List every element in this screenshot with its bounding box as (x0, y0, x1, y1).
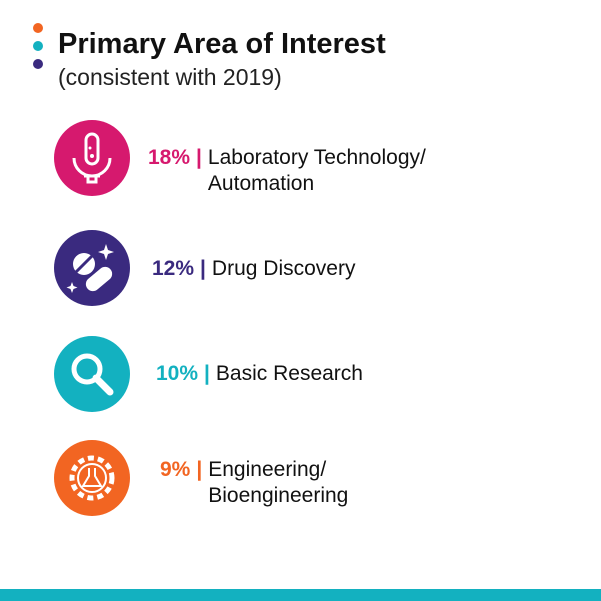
subtitle: (consistent with 2019) (58, 64, 282, 90)
item-row: 18% | Laboratory Technology/Automation (148, 145, 426, 197)
engineering-icon (54, 440, 130, 516)
item-row: 12% | Drug Discovery (152, 256, 355, 282)
percent: 10% (156, 362, 199, 385)
label: Basic Research (216, 361, 363, 387)
bullet-dot (33, 41, 43, 51)
label: Laboratory Technology/Automation (208, 145, 426, 197)
bullet-dot (33, 59, 43, 69)
label-line: Bioengineering (208, 484, 349, 507)
separator: | (200, 257, 206, 280)
lab-icon (54, 120, 130, 196)
label-line: Drug Discovery (211, 257, 356, 280)
footer-bar (0, 589, 601, 601)
research-icon (54, 336, 130, 412)
percent: 9% (160, 458, 191, 481)
bullet-dot (33, 23, 43, 33)
item-row: 10% | Basic Research (156, 361, 363, 387)
separator: | (204, 362, 210, 385)
title: Primary Area of Interest (58, 28, 386, 60)
label: Engineering/Bioengineering (208, 457, 348, 509)
separator: | (196, 458, 203, 481)
percent: 12% (152, 257, 195, 280)
label: Drug Discovery (212, 256, 356, 282)
label-line: Automation (207, 172, 315, 195)
separator: | (196, 146, 202, 169)
drug-icon (54, 230, 130, 306)
label-line: Laboratory Technology/ (207, 146, 426, 169)
percent: 18% (148, 146, 191, 169)
label-line: Engineering/ (208, 458, 327, 481)
item-row: 9% | Engineering/Bioengineering (160, 457, 348, 509)
label-line: Basic Research (215, 362, 363, 385)
